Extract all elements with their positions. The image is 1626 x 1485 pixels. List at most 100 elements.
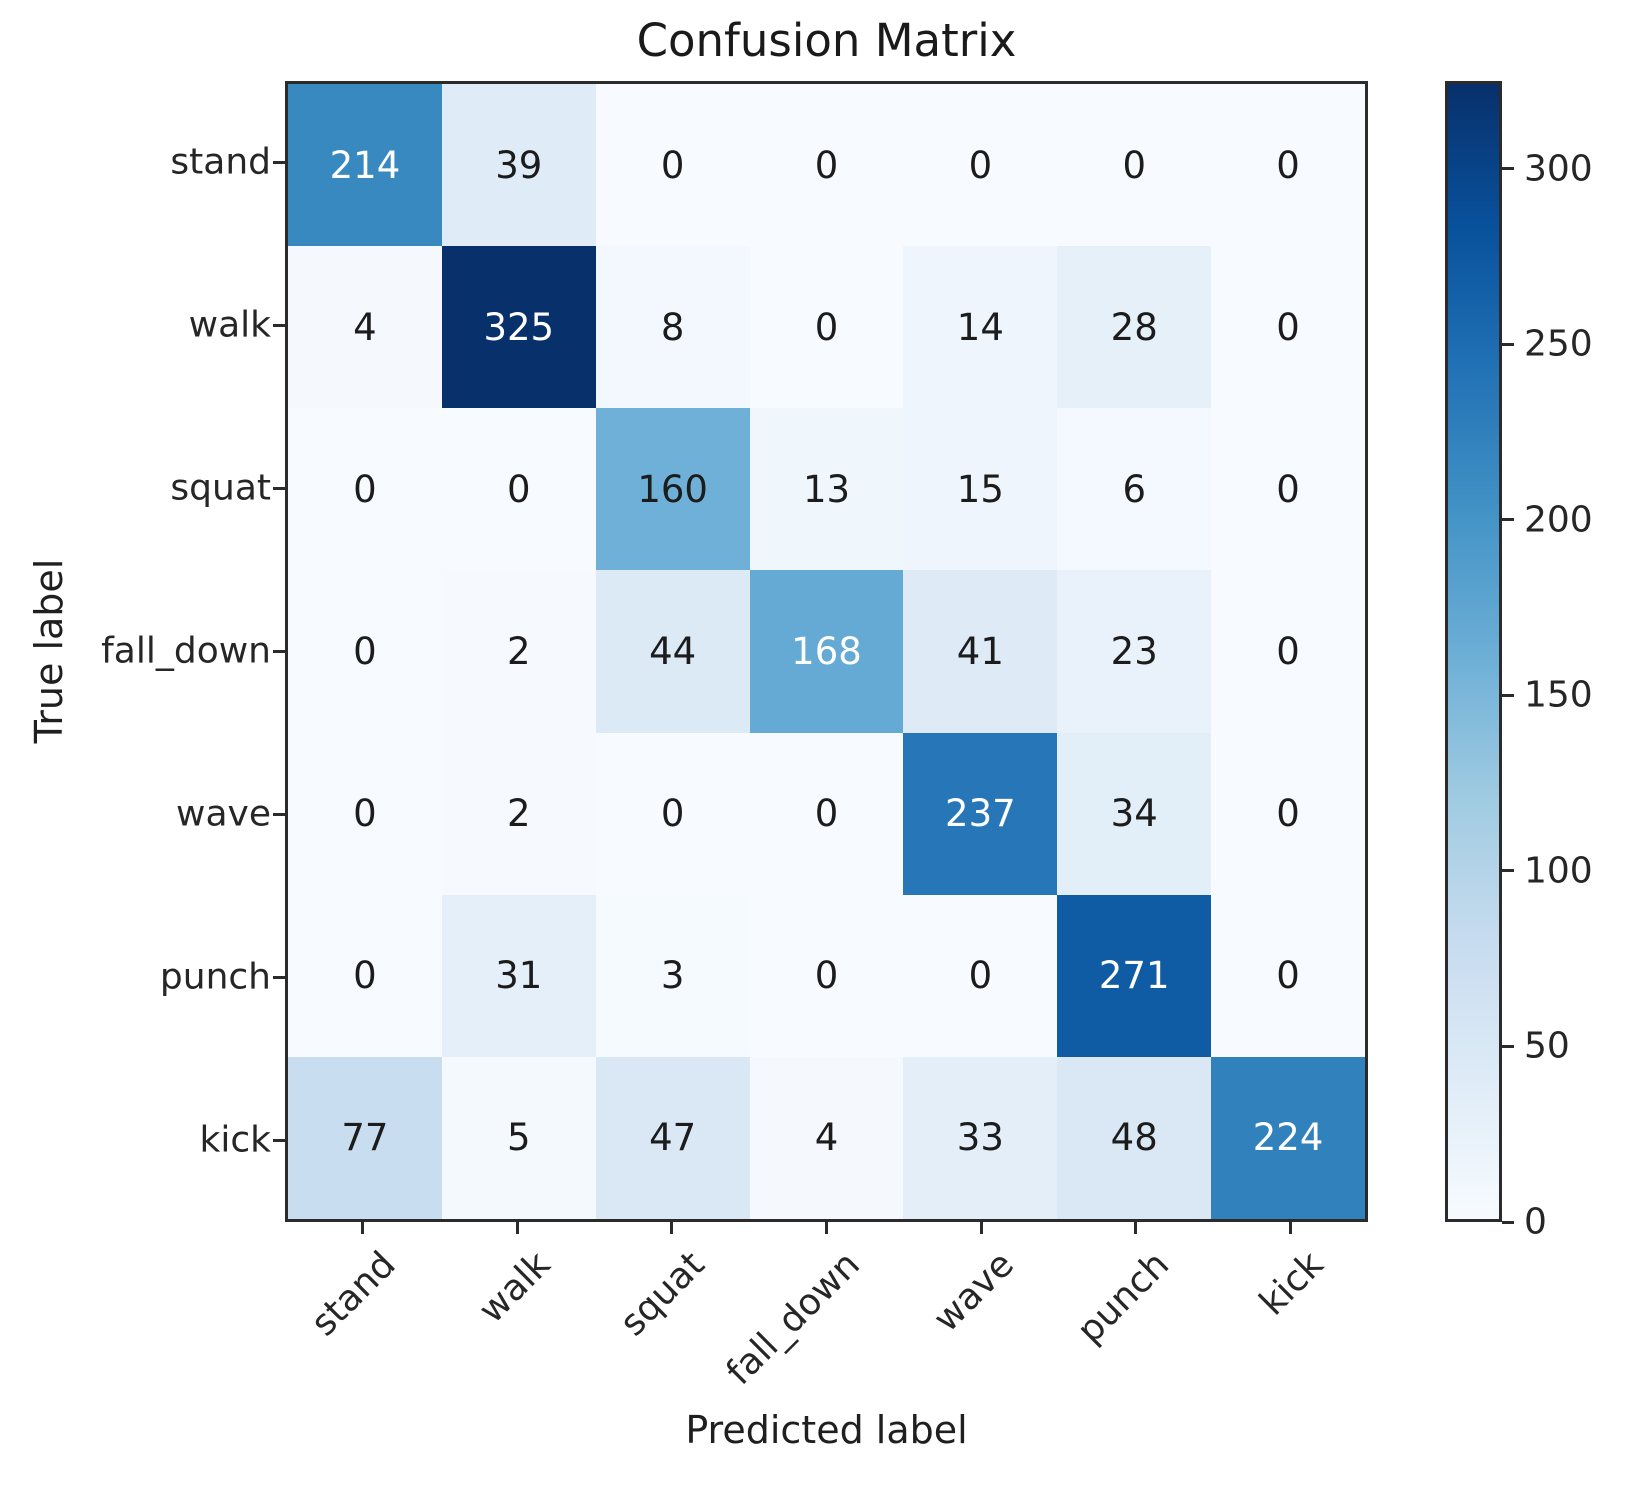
matrix-cell-stand-kick: 0 [1211,84,1365,247]
y-tick-mark [273,324,285,327]
matrix-cell-kick-walk: 5 [441,1056,596,1219]
colorbar-tick-mark [1502,1220,1514,1224]
colorbar-tick-label-50: 50 [1524,1025,1570,1067]
y-tick-mark [273,976,285,979]
cell-value: 14 [956,305,1004,349]
matrix-cell-walk-wave: 14 [903,246,1058,409]
cell-value: 41 [956,629,1004,673]
y-tick-label-squat: squat [170,467,271,509]
cell-value: 39 [495,143,543,187]
cell-value: 0 [1276,954,1300,998]
x-tick-mark [979,1222,983,1234]
matrix-cell-fall_down-walk: 2 [441,570,596,733]
x-tick-label-stand: stand [303,1244,404,1345]
matrix-cell-walk-kick: 0 [1211,246,1365,409]
cell-value: 237 [945,792,1016,836]
cell-value: 8 [660,305,685,349]
cell-value: 0 [1276,305,1300,349]
y-tick-label-walk: walk [188,304,271,346]
colorbar-tick-mark [1502,869,1514,873]
cell-value: 0 [1276,629,1300,673]
cell-value: 0 [507,467,531,511]
y-tick-mark [273,813,285,816]
cell-value: 23 [1110,629,1158,673]
matrix-cell-stand-fall_down: 0 [749,84,904,247]
cell-value: 0 [660,792,685,836]
colorbar-tick-mark [1502,342,1514,346]
colorbar-tick-label-200: 200 [1524,499,1593,541]
cell-value: 0 [814,305,839,349]
cell-value: 31 [495,954,543,998]
matrix-cell-kick-punch: 48 [1057,1056,1212,1219]
cell-value: 2 [507,792,531,836]
matrix-cell-walk-squat: 8 [595,246,750,409]
x-tick-mark [1289,1222,1293,1234]
cell-value: 44 [649,629,697,673]
matrix-cell-stand-punch: 0 [1057,84,1212,247]
cell-value: 0 [353,629,377,673]
matrix-cell-wave-kick: 0 [1211,732,1365,895]
cell-value: 271 [1098,954,1170,998]
matrix-cell-punch-punch: 271 [1057,894,1212,1057]
cell-value: 4 [353,305,377,349]
cell-value: 34 [1110,792,1158,836]
matrix-cell-fall_down-wave: 41 [903,570,1058,733]
matrix-cell-punch-walk: 31 [441,894,596,1057]
y-axis-label: True label [27,558,71,744]
colorbar-tick-mark [1502,1044,1514,1048]
cell-value: 4 [814,1116,839,1160]
cell-value: 214 [329,143,401,187]
x-tick-mark [515,1222,519,1234]
cell-value: 3 [660,954,685,998]
cell-value: 0 [968,954,993,998]
cell-value: 0 [814,143,839,187]
x-axis-label: Predicted label [685,1408,968,1452]
x-tick-mark [360,1222,364,1234]
x-tick-label-walk: walk [470,1244,559,1332]
matrix-cell-stand-walk: 39 [441,84,596,247]
matrix-cell-punch-stand: 0 [288,894,442,1057]
cell-value: 0 [968,143,993,187]
cell-value: 15 [956,467,1004,511]
x-tick-mark [825,1222,828,1234]
colorbar-tick-mark [1502,518,1514,522]
colorbar-tick-label-300: 300 [1524,148,1593,190]
cell-value: 0 [660,143,685,187]
cell-value: 0 [814,954,839,998]
y-tick-label-stand: stand [170,141,271,183]
cell-value: 325 [483,305,555,349]
cell-value: 28 [1110,305,1158,349]
matrix-cell-squat-wave: 15 [903,408,1058,571]
matrix-cell-wave-stand: 0 [288,732,442,895]
matrix-cell-wave-walk: 2 [441,732,596,895]
matrix-cell-kick-squat: 47 [595,1056,750,1219]
matrix-cell-kick-kick: 224 [1211,1056,1365,1219]
y-tick-mark [273,161,285,164]
matrix-cell-stand-squat: 0 [595,84,750,247]
matrix-cell-walk-punch: 28 [1057,246,1212,409]
cell-value: 6 [1122,467,1146,511]
matrix-cell-squat-squat: 160 [595,408,750,571]
matrix-cell-stand-stand: 214 [288,84,442,247]
cell-value: 13 [802,467,851,511]
matrix-cell-squat-stand: 0 [288,408,442,571]
y-tick-mark [273,650,285,653]
colorbar-tick-label-250: 250 [1524,323,1593,365]
matrix-cell-squat-punch: 6 [1057,408,1212,571]
x-tick-mark [1134,1222,1138,1234]
matrix-cell-walk-fall_down: 0 [749,246,904,409]
x-tick-label-kick: kick [1252,1244,1332,1324]
matrix-cell-fall_down-fall_down: 168 [749,570,904,733]
matrix-cell-fall_down-stand: 0 [288,570,442,733]
matrix-cell-punch-fall_down: 0 [749,894,904,1057]
colorbar-tick-mark [1502,693,1514,697]
heatmap-grid: 214 39 0 0 0 0 0 4 325 8 0 14 28 0 0 0 160 13 15 6 0 0 2 44 168 4… [285,81,1368,1222]
colorbar-tick-mark [1502,167,1514,171]
matrix-cell-squat-walk: 0 [441,408,596,571]
cell-value: 47 [649,1116,697,1160]
cell-value: 0 [1276,143,1300,187]
cell-value: 2 [507,629,531,673]
matrix-cell-wave-punch: 34 [1057,732,1212,895]
x-tick-mark [670,1222,674,1234]
